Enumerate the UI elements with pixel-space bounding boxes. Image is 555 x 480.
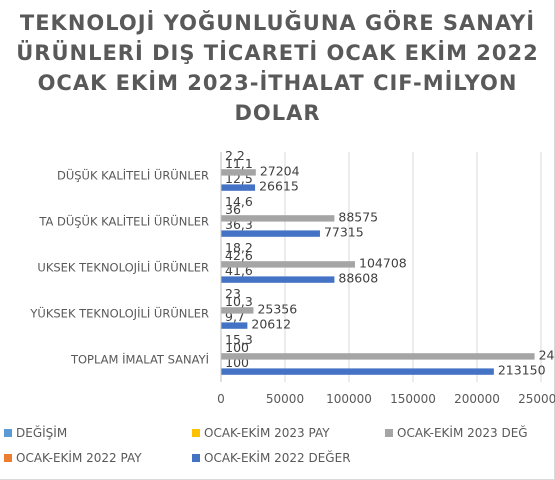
- title-line-4: DOLAR: [234, 101, 321, 125]
- category-label: TOPLAM İMALAT SANAYİ: [70, 351, 209, 366]
- legend-label: OCAK-EKİM 2023 DEĞ: [397, 425, 528, 440]
- legend-swatch: [4, 429, 12, 437]
- data-label: 88575: [338, 209, 378, 224]
- data-label: 36: [225, 202, 241, 217]
- bar: [221, 368, 494, 375]
- data-label: 26615: [259, 179, 299, 194]
- bar: [221, 261, 356, 268]
- legend-swatch: [4, 454, 12, 462]
- legend-label: DEĞİŞİM: [16, 425, 67, 440]
- legend-label: OCAK-EKİM 2022 PAY: [16, 450, 142, 465]
- title-line-2: ÜRÜNLERİ DIŞ TİCARETİ OCAK EKİM 2022: [16, 41, 539, 65]
- x-tick-label: 200000: [454, 392, 500, 406]
- bar: [221, 307, 254, 314]
- x-tick-label: 250000: [518, 392, 555, 406]
- category-label: DÜŞÜK KALİTELİ ÜRÜNLER: [57, 166, 209, 182]
- legend-swatch: [192, 429, 200, 437]
- legend-label: OCAK-EKİM 2023 PAY: [204, 425, 330, 440]
- data-label: 14,6: [225, 194, 253, 209]
- bar: [221, 184, 256, 191]
- x-tick-label: 50000: [266, 392, 304, 406]
- title-line-1: TEKNOLOJİ YOĞUNLUĞUNA GÖRE SANAYİ: [19, 11, 536, 35]
- bar: [221, 215, 335, 222]
- data-label: 213150: [498, 363, 546, 378]
- data-label: 15,3: [225, 332, 253, 347]
- data-label: 20612: [251, 317, 291, 332]
- data-label: 88608: [338, 271, 378, 286]
- data-label: 23: [225, 286, 241, 301]
- category-label: YÜKSEK TEKNOLOJİLİ ÜRÜNLER: [29, 304, 209, 320]
- data-label: 11,1: [225, 156, 253, 171]
- data-label: 77315: [324, 225, 364, 240]
- data-label: 42,6: [225, 248, 253, 263]
- bar: [221, 353, 535, 360]
- bar: [221, 322, 248, 329]
- data-label: 10,3: [225, 294, 253, 309]
- data-label: 25356: [257, 301, 297, 316]
- data-label: 2,2: [225, 148, 245, 163]
- data-label: 245: [539, 347, 555, 362]
- x-tick-label: 100000: [326, 392, 372, 406]
- data-label: 104708: [359, 255, 407, 270]
- bar: [221, 169, 256, 176]
- category-label: TA DÜŞÜK KALİTELİ ÜRÜNLER: [38, 212, 209, 228]
- chart-title: TEKNOLOJİ YOĞUNLUĞUNA GÖRE SANAYİ ÜRÜNLE…: [0, 8, 555, 128]
- title-line-3: OCAK EKİM 2023-İTHALAT CIF-MİLYON: [37, 71, 518, 95]
- category-label: UKSEK TEKNOLOJİLİ ÜRÜNLER: [37, 258, 209, 274]
- bar: [221, 276, 335, 283]
- legend-swatch: [192, 454, 200, 462]
- bar: [221, 230, 320, 237]
- data-label: 27204: [260, 163, 300, 178]
- legend-swatch: [385, 429, 393, 437]
- data-label: 100: [225, 340, 249, 355]
- legend-label: OCAK-EKİM 2022 DEĞER: [204, 450, 351, 465]
- x-tick-label: 150000: [390, 392, 436, 406]
- data-label: 18,2: [225, 240, 253, 255]
- x-tick-label: 0: [217, 392, 225, 406]
